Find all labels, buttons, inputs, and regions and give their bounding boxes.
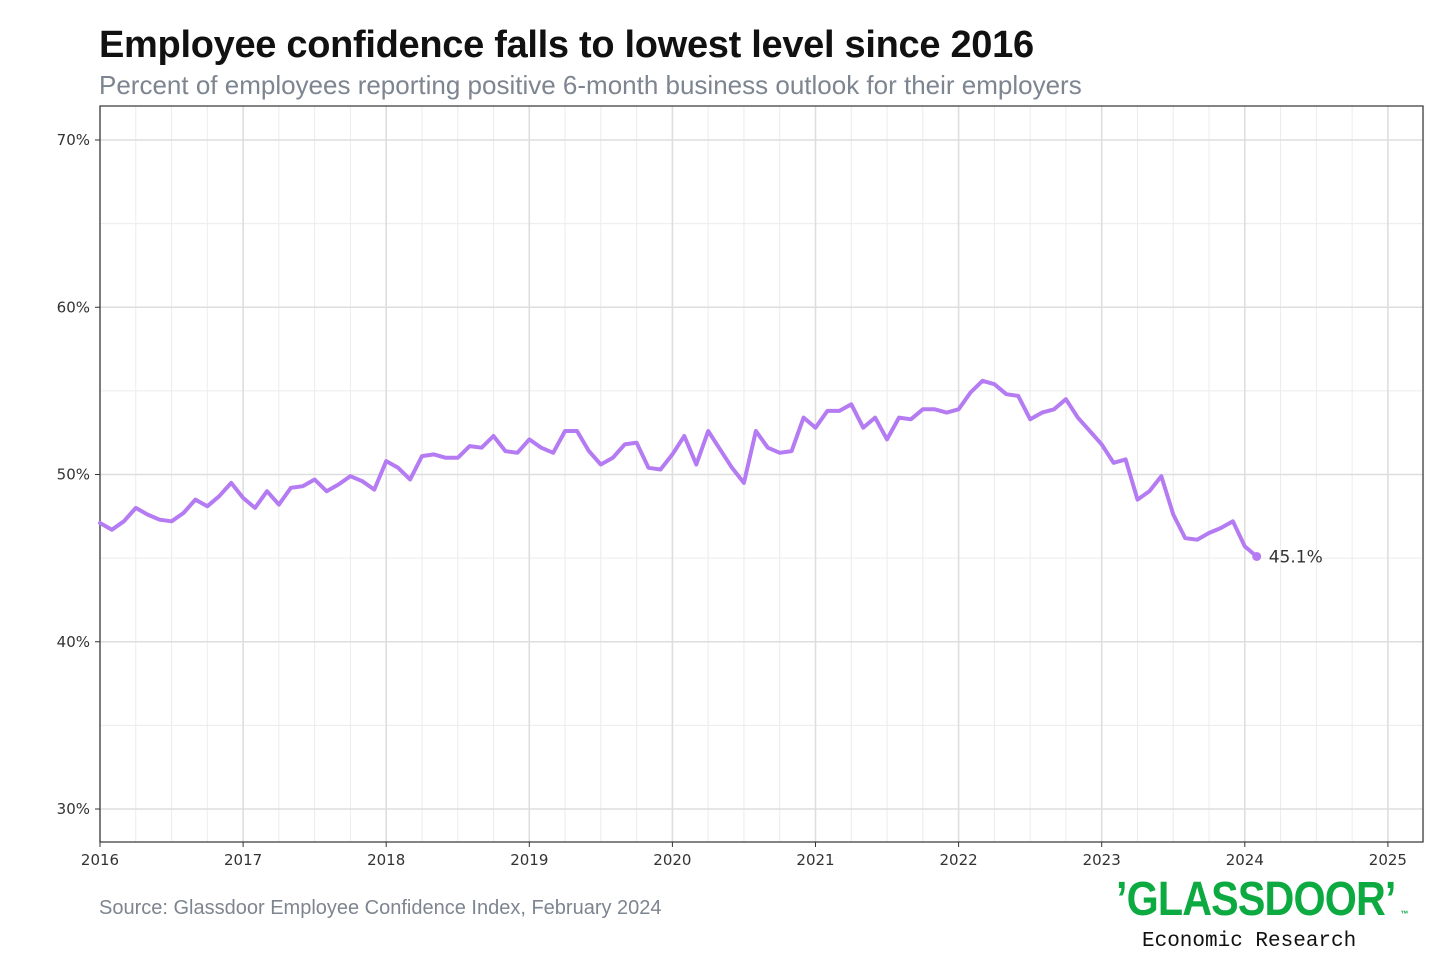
x-tick-label: 2016 [81, 851, 119, 869]
x-tick-label: 2021 [796, 851, 834, 869]
x-tick-label: 2017 [224, 851, 262, 869]
chart-title: Employee confidence falls to lowest leve… [99, 24, 1034, 66]
y-tick-label: 60% [57, 298, 90, 316]
trademark-mark: ™ [1400, 909, 1409, 919]
glassdoor-logo-text: ’GLASSDOOR’ [1116, 873, 1396, 926]
y-tick-label: 30% [57, 800, 90, 818]
grid-major [99, 106, 1423, 842]
y-tick-label: 50% [57, 466, 90, 484]
x-tick-label: 2022 [940, 851, 978, 869]
source-note: Source: Glassdoor Employee Confidence In… [99, 897, 662, 919]
x-tick-label: 2023 [1083, 851, 1121, 869]
glassdoor-logo: ’GLASSDOOR’ ™ [1116, 872, 1408, 927]
end-value-label: 45.1% [1269, 547, 1323, 567]
logo-subtitle: Economic Research [1142, 930, 1357, 953]
x-tick-label: 2024 [1226, 851, 1264, 869]
y-tick-label: 70% [57, 131, 90, 149]
x-axis: 2016 2017 2018 2019 2020 2021 2022 2023 2024 2025 [81, 842, 1407, 869]
x-tick-label: 2018 [367, 851, 405, 869]
series-line-employee-confidence [98, 378, 1259, 559]
x-tick-label: 2025 [1369, 851, 1407, 869]
chart-subtitle: Percent of employees reporting positive … [99, 70, 1082, 100]
y-tick-label: 40% [57, 633, 90, 651]
x-tick-label: 2019 [510, 851, 548, 869]
y-axis: 30% 40% 50% 60% 70% [57, 131, 100, 818]
end-point-marker [1252, 551, 1262, 561]
x-tick-label: 2020 [653, 851, 691, 869]
